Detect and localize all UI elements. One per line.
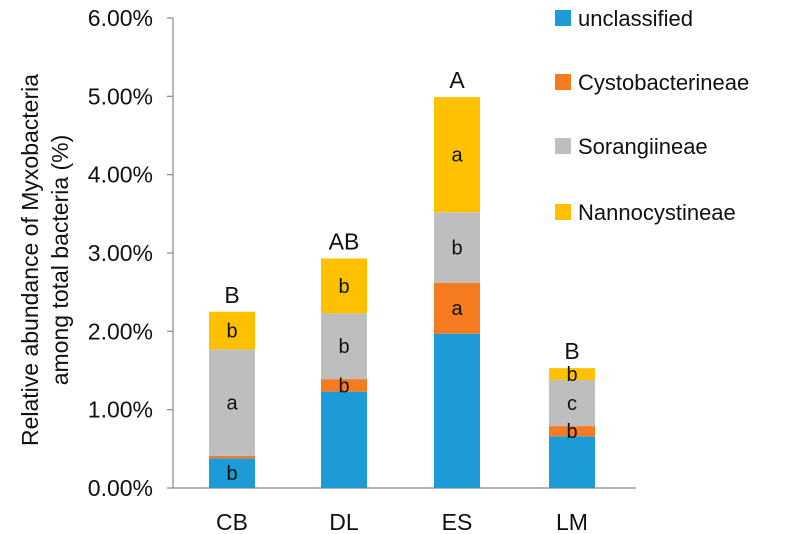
segment-significance-label: b <box>338 336 349 358</box>
bar-segment <box>209 455 255 459</box>
x-tick-label: ES <box>442 509 473 534</box>
group-significance-label: B <box>564 338 579 364</box>
bar-segment <box>434 282 480 334</box>
bar-segment <box>434 212 480 283</box>
legend-swatch <box>555 204 571 220</box>
segment-significance-label: a <box>451 145 463 167</box>
y-tick-label: 6.00% <box>88 5 153 31</box>
bar-segment <box>321 258 367 314</box>
y-axis-title: Relative abundance of Myxobacteria among… <box>17 74 73 446</box>
segment-significance-label: b <box>566 421 577 443</box>
bar-segment <box>209 458 255 488</box>
bar-segment <box>434 333 480 488</box>
legend-swatch <box>555 74 571 90</box>
y-tick-label: 4.00% <box>88 162 153 188</box>
bar-segment <box>209 311 255 350</box>
segment-significance-label: b <box>226 463 237 485</box>
y-tick-label: 2.00% <box>88 318 153 344</box>
legend-label: Sorangiineae <box>578 134 708 159</box>
legend-label: unclassified <box>578 6 693 31</box>
bar-segment <box>321 379 367 392</box>
bar-segment <box>549 426 595 437</box>
segment-significance-label: a <box>226 393 238 415</box>
bar-segment <box>209 349 255 456</box>
bar-segment <box>549 379 595 427</box>
group-significance-label: B <box>224 282 239 308</box>
bar-segment <box>549 436 595 488</box>
segment-significance-label: b <box>226 321 237 343</box>
y-tick-label: 3.00% <box>88 240 153 266</box>
x-tick-label: DL <box>329 509 359 534</box>
y-tick-label: 5.00% <box>88 83 153 109</box>
y-axis-title-line-2: among total bacteria (%) <box>47 135 73 386</box>
bar-segment <box>321 313 367 380</box>
bar-segment <box>321 391 367 488</box>
legend: unclassified Cystobacterineae Sorangiineae… <box>555 6 749 225</box>
bar-segment <box>434 97 480 213</box>
group-significance-label: A <box>449 67 465 93</box>
y-axis-title-line-1: Relative abundance of Myxobacteria <box>17 74 43 446</box>
segment-significance-label: b <box>451 238 462 260</box>
legend-swatch <box>555 10 571 26</box>
x-tick-label: LM <box>556 509 588 534</box>
y-tick-label: 0.00% <box>88 475 153 501</box>
legend-swatch <box>555 138 571 154</box>
x-tick-label: CB <box>216 509 248 534</box>
bars <box>209 97 595 488</box>
segment-significance-label: b <box>338 375 349 397</box>
legend-label: Cystobacterineae <box>578 70 749 95</box>
y-tick-label: 1.00% <box>88 397 153 423</box>
bar-segment <box>549 368 595 380</box>
segment-significance-label: a <box>451 298 463 320</box>
segment-significance-label: b <box>338 276 349 298</box>
group-significance-label: AB <box>329 228 360 254</box>
segment-significance-label: c <box>567 393 577 415</box>
axes: 0.00% 1.00% 2.00% 3.00% 4.00% 5.00% 6.00% CB DL E… <box>88 5 636 534</box>
legend-label: Nannocystineae <box>578 200 736 225</box>
segment-significance-label: b <box>566 364 577 386</box>
